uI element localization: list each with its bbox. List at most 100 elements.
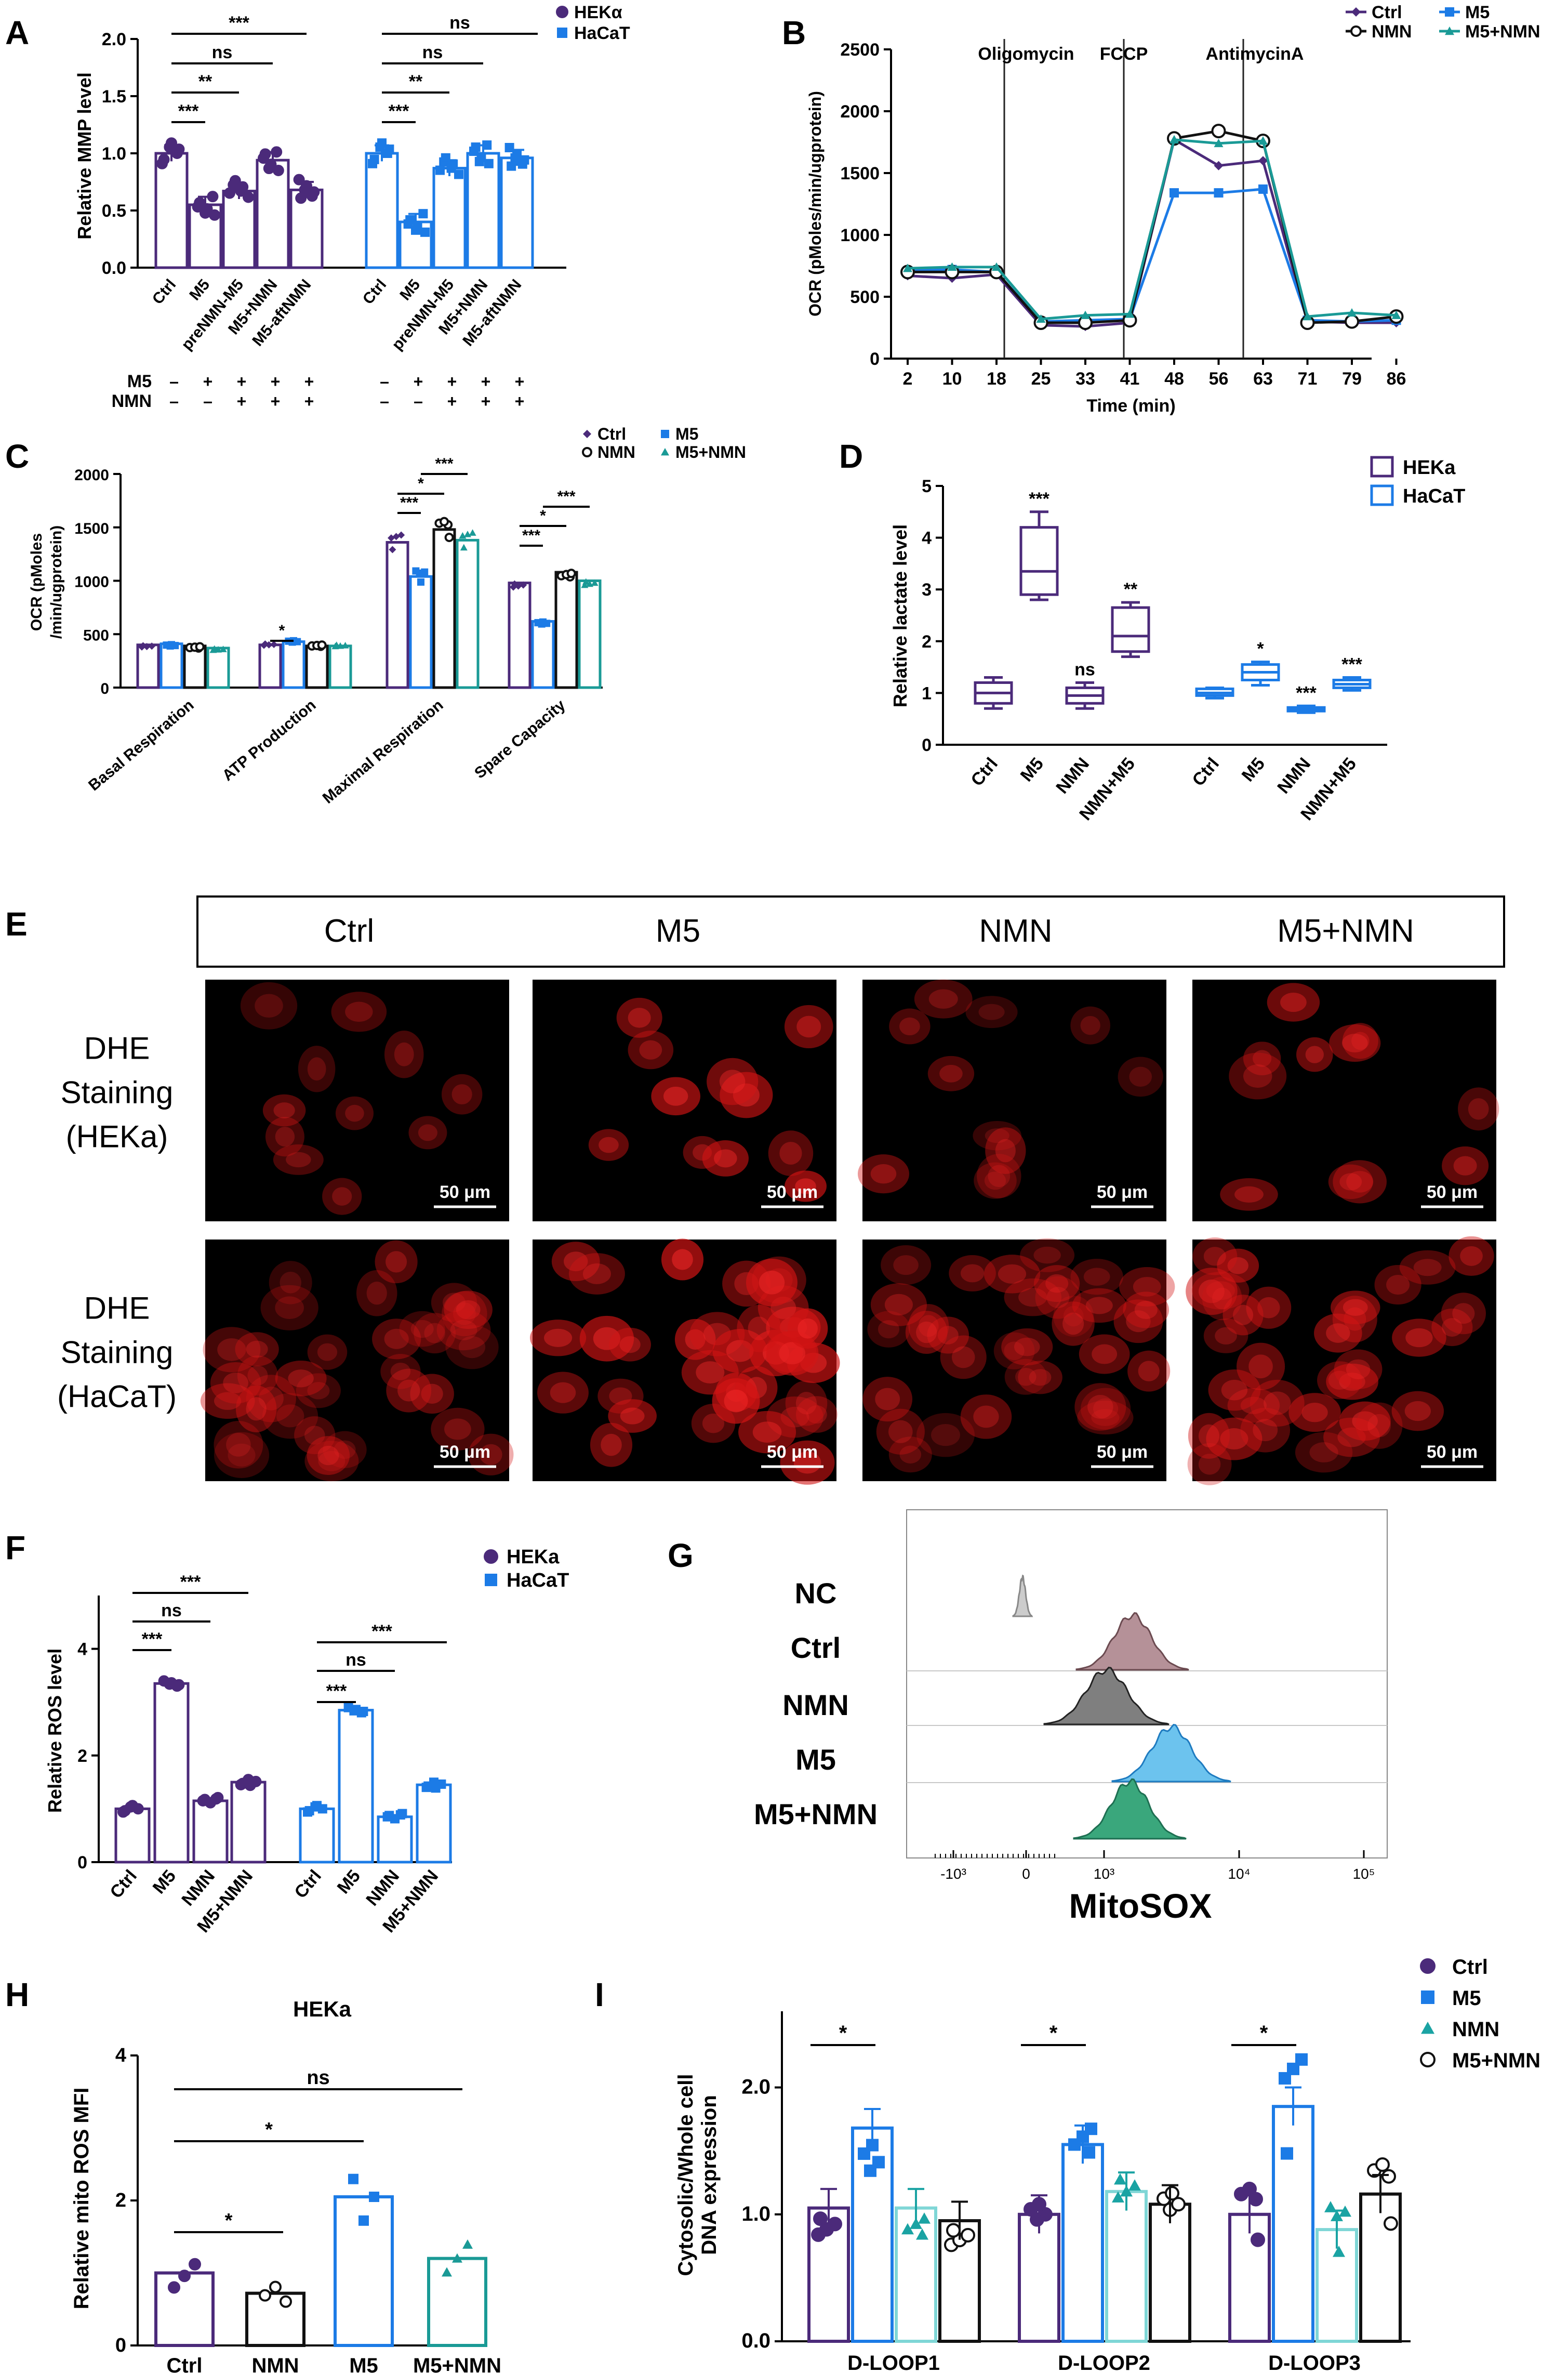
panel-e-nucleus	[1346, 1359, 1371, 1379]
panel-e-cell	[1004, 1359, 1047, 1395]
panel-e-nucleus	[795, 1392, 817, 1415]
panel-d-letter: D	[839, 438, 863, 475]
panel-g-row-label: M5	[795, 1743, 836, 1776]
panel-e-cell	[993, 1332, 1035, 1369]
panel-e-nucleus	[893, 1255, 919, 1275]
panel-e-micrograph-bg	[862, 980, 1166, 1221]
panel-c-sig-label: ***	[435, 455, 453, 472]
panel-e-cell	[1391, 1391, 1444, 1431]
panel-i-sig-label: *	[1260, 2022, 1268, 2045]
panel-g-x-tick-label: -10³	[940, 1866, 966, 1882]
panel-f-legend-label: HaCaT	[507, 1570, 569, 1591]
panel-c-point	[469, 529, 476, 536]
panel-a-point	[405, 215, 415, 225]
panel-e-nucleus	[1453, 1156, 1477, 1176]
panel-e-nucleus	[275, 1127, 295, 1147]
panel-e-nucleus	[793, 1451, 821, 1474]
panel-e-nucleus	[796, 1016, 821, 1038]
panel-e-cell	[949, 1255, 996, 1291]
panel-e-cell	[1020, 1238, 1075, 1272]
panel-h-point	[348, 2173, 358, 2184]
panel-a-point	[420, 227, 430, 237]
panel-e-nucleus	[1220, 1428, 1248, 1450]
panel-a-point	[471, 142, 481, 152]
panel-c-point	[265, 641, 273, 649]
panel-e-nucleus	[1460, 1246, 1483, 1266]
panel-e-cell	[210, 1362, 261, 1404]
panel-b-y-tick-label: 1000	[840, 226, 880, 245]
panel-d-category-label: Ctrl	[1188, 754, 1223, 790]
panel-e-letter: E	[5, 905, 28, 943]
panel-i-point	[1242, 2181, 1257, 2196]
panel-a-point	[308, 186, 320, 198]
panel-i-point	[1114, 2173, 1126, 2185]
panel-d-category-label: Ctrl	[967, 754, 1002, 790]
panel-e-scale-bar-label: 50 μm	[440, 1442, 490, 1462]
panel-b-series-line	[907, 138, 1397, 321]
panel-d-sig-label: *	[1257, 639, 1264, 659]
panel-c-sig-label: ***	[522, 527, 540, 544]
panel-e-nucleus	[1014, 1337, 1040, 1356]
panel-c-point	[591, 579, 599, 586]
panel-e-cell	[1295, 1432, 1353, 1473]
panel-e-nucleus	[663, 1086, 688, 1106]
panel-e-cell	[444, 1290, 493, 1329]
panel-c-bar	[531, 620, 555, 689]
panel-b-x-tick-label: 10	[942, 369, 962, 389]
panel-i-point	[1333, 2246, 1345, 2257]
panel-a-y-tick-label: 0.0	[102, 258, 126, 278]
panel-i-point	[916, 2228, 928, 2240]
panel-e-cell	[262, 1393, 318, 1439]
panel-e-scale-bar-label: 50 μm	[767, 1442, 818, 1462]
panel-e-cell	[269, 1261, 312, 1304]
panel-f-bar	[299, 1807, 335, 1864]
panel-g-row-label: NMN	[782, 1689, 849, 1721]
panel-h-y-tick-label: 4	[115, 2045, 126, 2066]
panel-e-nucleus	[1085, 1297, 1113, 1314]
panel-a-treatment-sign: +	[481, 392, 491, 411]
panel-d-y-tick-label: 0	[922, 735, 932, 755]
panel-b-point	[1214, 161, 1224, 170]
panel-h-letter: H	[5, 1976, 29, 2013]
panel-c-point	[412, 567, 420, 575]
panel-c-point	[539, 618, 547, 626]
panel-c-legend-marker	[661, 448, 669, 456]
panel-e-column-header: NMN	[979, 913, 1052, 949]
panel-g-x-tick-label: 0	[1022, 1866, 1030, 1882]
panel-d-box	[1019, 526, 1059, 596]
panel-e-nucleus	[1264, 1391, 1291, 1415]
panel-e-cell	[1074, 1383, 1126, 1431]
panel-e-cell	[590, 1422, 633, 1467]
panel-c-legend-marker	[583, 430, 591, 438]
panel-a-treatment-sign: +	[447, 372, 457, 391]
panel-i-legend-label: Ctrl	[1452, 1956, 1488, 1979]
panel-e-nucleus	[1468, 1098, 1489, 1120]
panel-d-sig-label: ns	[1074, 660, 1095, 679]
panel-e-nucleus	[1080, 1016, 1100, 1035]
panel-d-legend-label: HEKa	[1403, 457, 1456, 479]
panel-c-point	[261, 640, 269, 648]
panel-d-y-tick-label: 5	[922, 477, 932, 496]
panel-f-category-label: Ctrl	[290, 1866, 325, 1902]
panel-e-nucleus	[1198, 1424, 1219, 1447]
panel-h-title: HEKa	[293, 1997, 352, 2021]
panel-e-cell	[214, 1432, 270, 1478]
panel-c-legend-marker	[661, 430, 669, 438]
panel-i-point	[1112, 2191, 1124, 2203]
panel-c-y-tick-label: 500	[83, 627, 109, 644]
panel-i-point	[1384, 2216, 1398, 2231]
panel-e-nucleus	[318, 1451, 346, 1471]
panel-e-cell	[857, 1154, 909, 1194]
panel-h-point	[442, 2267, 452, 2277]
panel-e-cell	[1192, 1237, 1238, 1275]
panel-f-point	[343, 1703, 353, 1712]
panel-e-nucleus	[1442, 1317, 1463, 1337]
panel-e-nucleus	[1386, 1275, 1410, 1295]
panel-e-cell	[927, 1056, 975, 1091]
panel-e-cell	[294, 1416, 336, 1455]
panel-e-cell	[1441, 1293, 1486, 1335]
panel-e-nucleus	[1212, 1287, 1232, 1310]
panel-e-nucleus	[1133, 1276, 1161, 1297]
panel-a-sig-label: ***	[389, 101, 409, 121]
panel-b-legend-marker	[1445, 27, 1454, 35]
